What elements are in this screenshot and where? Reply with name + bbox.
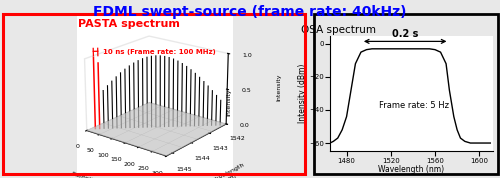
Text: Frame rate: 5 Hz: Frame rate: 5 Hz bbox=[379, 101, 449, 109]
X-axis label: Wavelength (nm): Wavelength (nm) bbox=[378, 165, 444, 174]
Text: 0.2 s: 0.2 s bbox=[392, 29, 418, 39]
Y-axis label: Wavelength
(nm): Wavelength (nm) bbox=[210, 162, 248, 178]
Text: PASTA spectrum: PASTA spectrum bbox=[78, 19, 180, 29]
Text: Intensity: Intensity bbox=[226, 88, 231, 116]
Text: OSA spectrum: OSA spectrum bbox=[301, 25, 376, 35]
Y-axis label: Intensity (dBm): Intensity (dBm) bbox=[298, 64, 308, 123]
Text: FDML swept-source (frame rate: 40kHz): FDML swept-source (frame rate: 40kHz) bbox=[93, 5, 407, 19]
Text: 10 ns (Frame rate: 100 MHz): 10 ns (Frame rate: 100 MHz) bbox=[104, 49, 216, 55]
X-axis label: Sampling time (ns): Sampling time (ns) bbox=[71, 171, 129, 178]
